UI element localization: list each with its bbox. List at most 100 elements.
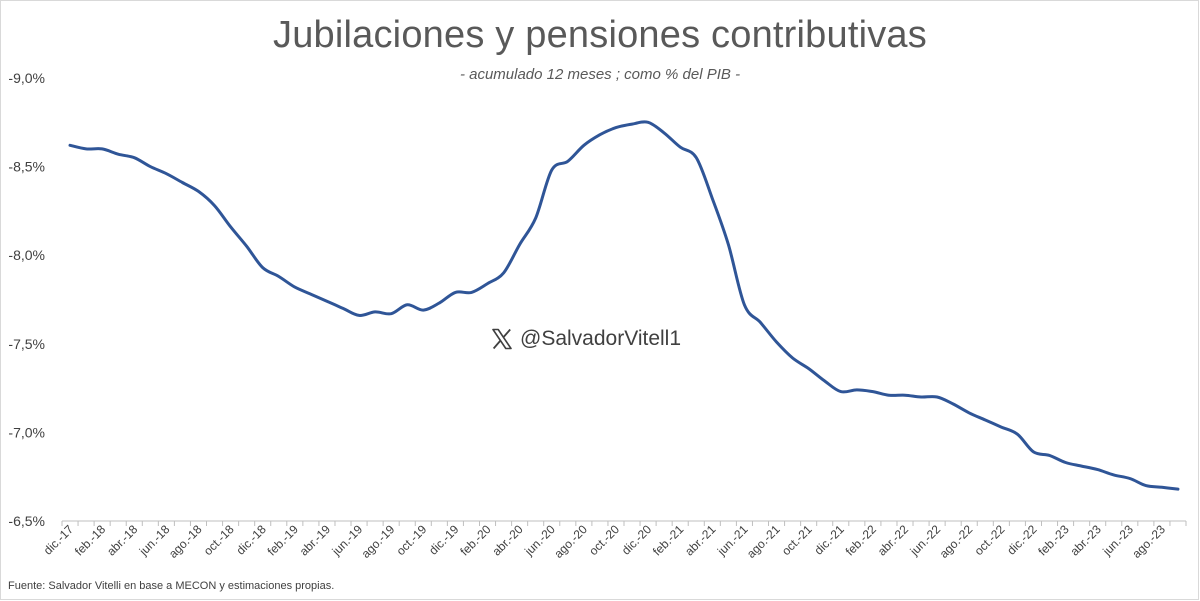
data-point bbox=[101, 147, 104, 150]
y-axis: -9,0% -8,5% -8,0% -7,5% -7,0% -6,5% bbox=[8, 70, 45, 529]
data-point bbox=[871, 390, 874, 393]
x-tick-label: ago.-19 bbox=[359, 522, 398, 561]
data-point bbox=[1048, 454, 1051, 457]
data-point bbox=[438, 302, 441, 305]
series-line bbox=[68, 120, 1180, 491]
data-point bbox=[293, 286, 296, 289]
x-tick-label: feb.-18 bbox=[72, 522, 109, 559]
x-tick-label: ago.-23 bbox=[1129, 522, 1168, 561]
x-tick-label: abr.-21 bbox=[682, 522, 719, 559]
data-point bbox=[1064, 461, 1067, 464]
data-points bbox=[69, 121, 1180, 491]
data-point bbox=[165, 172, 168, 175]
y-tick-label: -7,0% bbox=[8, 424, 45, 440]
data-point bbox=[325, 300, 328, 303]
data-point bbox=[743, 303, 746, 306]
x-tick-label: feb.-22 bbox=[843, 522, 880, 559]
source-note: Fuente: Salvador Vitelli en base a MECON… bbox=[8, 580, 335, 592]
x-axis: dic.-17feb.-18abr.-18jun.-18ago.-18oct.-… bbox=[41, 521, 1187, 561]
x-tick-label: dic.-19 bbox=[426, 522, 462, 558]
data-point bbox=[1080, 465, 1083, 468]
data-point bbox=[1160, 486, 1163, 489]
x-tick-label: oct.-20 bbox=[586, 522, 622, 558]
x-logo-icon bbox=[490, 327, 514, 351]
data-point bbox=[839, 390, 842, 393]
data-point bbox=[550, 169, 553, 172]
data-point bbox=[631, 123, 634, 126]
data-point bbox=[1177, 488, 1180, 491]
x-tick-label: dic.-21 bbox=[812, 522, 848, 558]
data-point bbox=[149, 165, 152, 168]
data-point bbox=[309, 293, 312, 296]
chart-subtitle: - acumulado 12 meses ; como % del PIB - bbox=[459, 66, 741, 83]
data-point bbox=[807, 367, 810, 370]
data-point bbox=[454, 291, 457, 294]
watermark-handle: @SalvadorVitell1 bbox=[520, 327, 682, 350]
data-point bbox=[229, 225, 232, 228]
data-point bbox=[374, 310, 377, 313]
data-point bbox=[261, 266, 264, 269]
data-point bbox=[1128, 477, 1131, 480]
data-point bbox=[566, 160, 569, 163]
data-point bbox=[277, 275, 280, 278]
x-tick-label: abr.-22 bbox=[875, 522, 912, 559]
data-point bbox=[984, 419, 987, 422]
data-point bbox=[117, 153, 120, 156]
data-point bbox=[904, 394, 907, 397]
x-tick-label: ago.-22 bbox=[937, 522, 976, 561]
data-point bbox=[1096, 468, 1099, 471]
x-tick-label: abr.-18 bbox=[104, 522, 141, 559]
x-tick-label: feb.-19 bbox=[265, 522, 302, 559]
y-tick-label: -6,5% bbox=[8, 513, 45, 529]
data-point bbox=[1000, 426, 1003, 429]
data-point bbox=[936, 396, 939, 399]
data-point bbox=[1032, 450, 1035, 453]
data-point bbox=[406, 303, 409, 306]
x-tick-label: abr.-20 bbox=[489, 522, 526, 559]
x-tick-label: dic.-22 bbox=[1004, 522, 1040, 558]
data-point bbox=[663, 131, 666, 134]
data-point bbox=[181, 181, 184, 184]
y-tick-label: -8,5% bbox=[8, 159, 45, 175]
x-tick-label: oct.-18 bbox=[201, 522, 237, 558]
data-point bbox=[1016, 433, 1019, 436]
data-point bbox=[855, 388, 858, 391]
y-tick-label: -8,0% bbox=[8, 247, 45, 263]
x-tick-label: oct.-21 bbox=[779, 522, 815, 558]
data-point bbox=[245, 245, 248, 248]
x-tick-label: abr.-19 bbox=[297, 522, 334, 559]
data-point bbox=[342, 307, 345, 310]
x-tick-label: abr.-23 bbox=[1067, 522, 1104, 559]
data-point bbox=[968, 411, 971, 414]
watermark: @SalvadorVitell1 bbox=[490, 326, 681, 352]
x-tick-label: ago.-21 bbox=[744, 522, 783, 561]
data-point bbox=[679, 146, 682, 149]
data-point bbox=[887, 394, 890, 397]
data-point bbox=[534, 217, 537, 220]
data-point bbox=[598, 133, 601, 136]
data-point bbox=[213, 204, 216, 207]
x-tick-label: ago.-18 bbox=[166, 522, 205, 561]
data-point bbox=[695, 156, 698, 159]
data-point bbox=[422, 309, 425, 312]
data-point bbox=[711, 197, 714, 200]
data-point bbox=[952, 403, 955, 406]
data-point bbox=[775, 341, 778, 344]
data-point bbox=[69, 144, 72, 147]
x-tick-label: feb.-21 bbox=[650, 522, 687, 559]
data-point bbox=[582, 144, 585, 147]
y-tick-label: -9,0% bbox=[8, 70, 45, 86]
data-point bbox=[1144, 484, 1147, 487]
data-point bbox=[1112, 473, 1115, 476]
data-point bbox=[390, 312, 393, 315]
data-point bbox=[85, 147, 88, 150]
data-point bbox=[920, 396, 923, 399]
data-point bbox=[133, 156, 136, 159]
x-tick-label: oct.-22 bbox=[972, 522, 1008, 558]
y-tick-label: -7,5% bbox=[8, 336, 45, 352]
data-point bbox=[647, 121, 650, 124]
x-tick-label: oct.-19 bbox=[394, 522, 430, 558]
data-point bbox=[615, 126, 618, 129]
x-tick-label: dic.-18 bbox=[233, 522, 269, 558]
